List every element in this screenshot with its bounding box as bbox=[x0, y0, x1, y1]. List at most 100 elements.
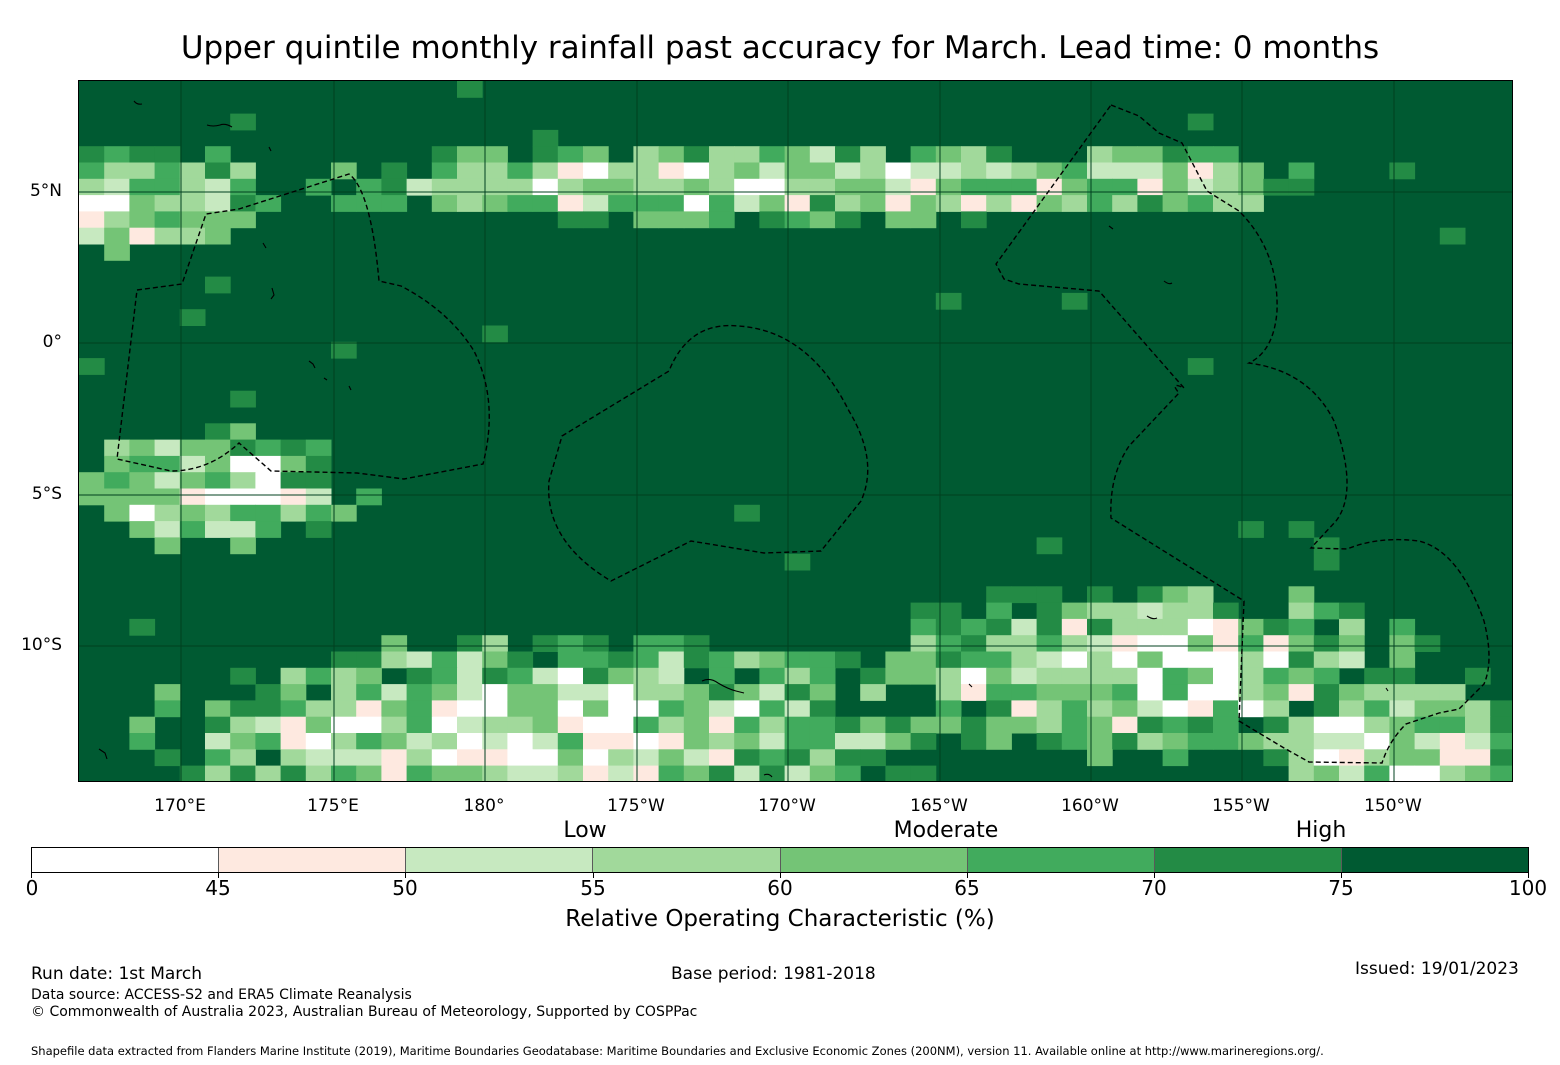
skill-cell bbox=[1213, 146, 1239, 163]
skill-cell bbox=[129, 146, 156, 163]
skill-cell bbox=[230, 521, 256, 538]
skill-cell bbox=[1313, 716, 1340, 734]
skill-cell bbox=[1087, 618, 1113, 636]
skill-cell bbox=[255, 504, 282, 522]
skill-cell bbox=[1288, 162, 1315, 180]
skill-cell bbox=[532, 684, 559, 701]
chart-title: Upper quintile monthly rainfall past acc… bbox=[180, 30, 1380, 66]
skill-cell bbox=[280, 504, 307, 522]
skill-cell bbox=[986, 716, 1012, 734]
skill-cell bbox=[1137, 178, 1164, 196]
skill-cell bbox=[104, 211, 130, 229]
skill-cell bbox=[1087, 586, 1113, 604]
skill-cell bbox=[1061, 162, 1088, 180]
skill-cell bbox=[482, 162, 508, 180]
colorbar-tick-label: 65 bbox=[954, 876, 980, 900]
skill-cell bbox=[1187, 716, 1214, 734]
skill-cell bbox=[305, 504, 332, 522]
skill-cell bbox=[79, 178, 105, 196]
skill-cell bbox=[1187, 113, 1214, 131]
skill-cell bbox=[1137, 651, 1164, 669]
skill-cell bbox=[557, 195, 584, 212]
skill-cell bbox=[608, 195, 634, 212]
skill-cell bbox=[507, 162, 534, 180]
skill-cell bbox=[734, 146, 760, 163]
skill-cell bbox=[583, 684, 609, 701]
skill-cell bbox=[1011, 651, 1038, 669]
colorbar-tick bbox=[1528, 873, 1529, 878]
colorbar-tick-label: 50 bbox=[392, 876, 418, 900]
skill-cell bbox=[809, 765, 836, 781]
skill-cell bbox=[1465, 765, 1491, 781]
skill-cell bbox=[1238, 162, 1264, 180]
skill-cell bbox=[1465, 733, 1491, 750]
skill-cell bbox=[935, 292, 962, 310]
skill-cell bbox=[860, 733, 886, 750]
skill-cell bbox=[1288, 733, 1315, 750]
skill-cell bbox=[457, 700, 483, 718]
skill-cell bbox=[1061, 667, 1088, 685]
skill-cell bbox=[734, 716, 760, 734]
skill-cell bbox=[129, 504, 156, 522]
skill-cell bbox=[935, 178, 962, 196]
skill-cell bbox=[709, 716, 735, 734]
skill-cell bbox=[280, 700, 307, 718]
skill-cell bbox=[860, 162, 886, 180]
skill-cell bbox=[658, 195, 685, 212]
skill-cell bbox=[759, 765, 786, 781]
skill-cell bbox=[583, 195, 609, 212]
skill-cell bbox=[331, 700, 357, 718]
colorbar-segment-70-75 bbox=[1154, 848, 1342, 872]
skill-cell bbox=[406, 733, 433, 750]
skill-cell bbox=[1313, 700, 1340, 718]
skill-cell bbox=[154, 488, 181, 506]
skill-cell bbox=[1061, 716, 1088, 734]
skill-cell bbox=[658, 146, 685, 163]
skill-cell bbox=[1061, 733, 1088, 750]
skill-cell bbox=[784, 178, 811, 196]
skill-cell bbox=[1213, 618, 1239, 636]
legend-category-low: Low bbox=[563, 818, 607, 843]
lat-label-5s: 5°S bbox=[31, 484, 62, 504]
skill-cell bbox=[457, 635, 483, 652]
skill-cell bbox=[507, 651, 534, 669]
skill-cell bbox=[179, 309, 206, 326]
skill-cell bbox=[230, 716, 256, 734]
issued-date: Issued: 19/01/2023 bbox=[1355, 959, 1519, 979]
skill-cell bbox=[280, 455, 307, 473]
skill-cell bbox=[1263, 651, 1290, 669]
skill-cell bbox=[179, 488, 206, 506]
skill-cell bbox=[986, 684, 1012, 701]
skill-cell bbox=[1238, 700, 1264, 718]
skill-cell bbox=[986, 618, 1012, 636]
skill-cell bbox=[381, 700, 408, 718]
skill-cell bbox=[734, 162, 760, 180]
lon-label-175w: 175°W bbox=[607, 796, 665, 816]
skill-cell bbox=[1490, 749, 1512, 767]
run-date: Run date: 1st March bbox=[31, 964, 203, 984]
skill-cell bbox=[457, 651, 483, 669]
skill-cell bbox=[1364, 667, 1390, 685]
skill-cell bbox=[1414, 716, 1441, 734]
skill-cell bbox=[1313, 733, 1340, 750]
skill-cell bbox=[910, 195, 937, 212]
skill-cell bbox=[986, 146, 1012, 163]
skill-cell bbox=[633, 195, 660, 212]
skill-cell bbox=[406, 651, 433, 669]
skill-cell bbox=[205, 211, 231, 229]
skill-cell bbox=[633, 146, 660, 163]
skill-cell bbox=[104, 162, 130, 180]
skill-cell bbox=[154, 700, 181, 718]
skill-cell bbox=[583, 765, 609, 781]
skill-cell bbox=[986, 651, 1012, 669]
skill-cell bbox=[305, 488, 332, 506]
skill-cell bbox=[431, 733, 458, 750]
skill-cell bbox=[381, 765, 408, 781]
skill-cell bbox=[583, 749, 609, 767]
skill-cell bbox=[381, 749, 408, 767]
skill-cell bbox=[1465, 667, 1491, 685]
skill-cell bbox=[910, 667, 937, 685]
skill-cell bbox=[1414, 700, 1441, 718]
skill-cell bbox=[809, 162, 836, 180]
skill-cell bbox=[683, 635, 710, 652]
